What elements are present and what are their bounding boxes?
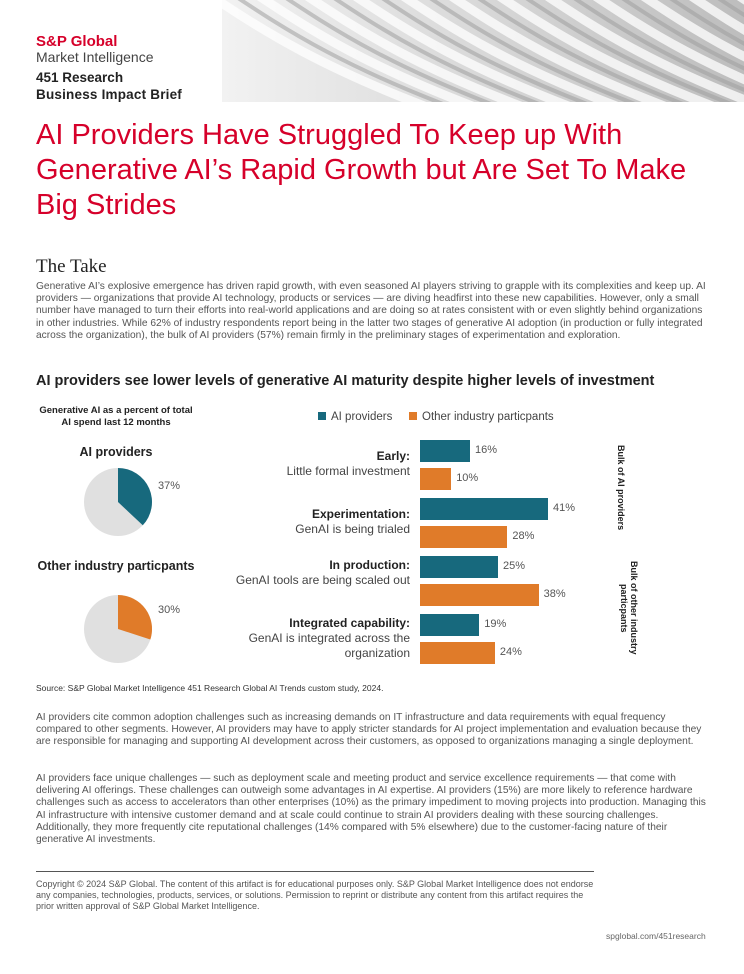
stage-production-title: In production: [329, 558, 410, 572]
stage-label-experimentation: Experimentation: GenAI is being trialed [230, 507, 410, 537]
header-arc [429, 0, 636, 102]
bar-label-ai-providers-0: 16% [475, 444, 498, 456]
take-heading: The Take [36, 256, 107, 277]
pie-ai-providers [84, 468, 152, 536]
body-paragraph-1: AI providers cite common adoption challe… [36, 712, 702, 748]
header-arc [304, 0, 523, 102]
header-arc [544, 0, 744, 102]
bar-label-other-industry-2: 38% [543, 588, 566, 600]
pie-ai-providers-value: 37% [158, 480, 181, 492]
bar-other-industry-1 [420, 526, 508, 548]
header-arc [621, 0, 744, 71]
header-arc [448, 0, 667, 102]
bar-other-industry-2 [420, 584, 539, 606]
chart-source: Source: S&P Global Market Intelligence 4… [36, 683, 384, 693]
header-arc [237, 0, 444, 102]
side-label-bulk-ai: Bulk of AI providers [616, 445, 626, 531]
page-title: AI Providers Have Struggled To Keep up W… [36, 119, 687, 221]
pie-label-other-industry: Other industry particpants [37, 559, 195, 573]
legend-label-ai-providers: AI providers [331, 411, 393, 423]
stage-experimentation-sub: GenAI is being trialed [295, 522, 410, 536]
header-arc [525, 0, 732, 102]
bar-other-industry-0 [420, 468, 452, 490]
header-art-svg [222, 0, 744, 102]
stage-label-integrated: Integrated capability: GenAI is integrat… [230, 616, 410, 661]
footer-url: spglobal.com/451research [606, 931, 706, 941]
stage-label-production: In production: GenAI tools are being sca… [230, 558, 410, 588]
chart-title: AI providers see lower levels of generat… [36, 373, 655, 389]
bar-label-ai-providers-1: 41% [553, 502, 576, 514]
pie-other-industry-slice [118, 595, 153, 640]
header-arc [222, 0, 427, 102]
header-arc [717, 0, 744, 18]
header-arc [688, 0, 744, 36]
bar-ai-providers-2 [420, 556, 498, 578]
header-arc [285, 0, 492, 102]
legend-ai-providers: AI providers [318, 411, 392, 423]
header-arc [640, 0, 744, 62]
pie-other-industry-value: 30% [158, 604, 181, 616]
legend-swatch-orange [409, 411, 417, 420]
bar-label-ai-providers-2: 25% [503, 560, 526, 572]
header-arc [400, 0, 619, 102]
logo-market-intelligence: Market Intelligence [36, 49, 154, 65]
stage-integrated-sub: GenAI is integrated across the organizat… [248, 631, 410, 660]
stage-early-title: Early: [376, 449, 410, 463]
bar-other-industry-3 [420, 642, 495, 664]
pie-label-ai-providers: AI providers [79, 445, 153, 459]
header-arc [381, 0, 588, 102]
stage-production-sub: GenAI tools are being scaled out [235, 573, 410, 587]
header-architecture-image [222, 0, 744, 102]
legend-swatch-teal [318, 411, 326, 420]
header-arc [256, 0, 475, 102]
header-arc [496, 0, 715, 102]
spend-note: Generative AI as a percent of total AI s… [39, 405, 193, 428]
pie-ai-providers-slice [118, 468, 152, 526]
header-arc [352, 0, 571, 102]
stage-early-sub: Little formal investment [286, 464, 410, 478]
header-arc [477, 0, 684, 102]
take-paragraph: Generative AI’s explosive emergence has … [36, 281, 706, 341]
bar-label-other-industry-1: 28% [512, 530, 535, 542]
header-arc [592, 0, 744, 85]
bar-label-other-industry-0: 10% [456, 472, 479, 484]
bar-ai-providers-0 [420, 440, 470, 462]
stage-experimentation-title: Experimentation: [311, 507, 410, 521]
brief-line-2: Business Impact Brief [36, 87, 182, 102]
footer-divider [36, 871, 594, 872]
stage-integrated-title: Integrated capability: [289, 616, 410, 630]
header-arc [573, 0, 744, 93]
legend-other-industry: Other industry particpants [409, 411, 554, 423]
legend-label-other-industry: Other industry particpants [422, 411, 554, 423]
pie-other-industry [84, 595, 153, 663]
bar-ai-providers-1 [420, 498, 548, 520]
header-arc [669, 0, 744, 46]
body-paragraph-2: AI providers face unique challenges — su… [36, 773, 706, 846]
bar-ai-providers-3 [420, 614, 480, 636]
side-label-bulk-other: Bulk of other industry particpants [619, 561, 639, 655]
bar-label-ai-providers-3: 19% [484, 618, 507, 630]
brief-line-1: 451 Research [36, 70, 124, 85]
header-arc [333, 0, 540, 102]
stage-label-early: Early: Little formal investment [230, 449, 410, 479]
logo-sp-global: S&P Global [36, 33, 118, 50]
copyright-text: Copyright © 2024 S&P Global. The content… [36, 879, 594, 911]
bar-label-other-industry-3: 24% [499, 646, 522, 658]
